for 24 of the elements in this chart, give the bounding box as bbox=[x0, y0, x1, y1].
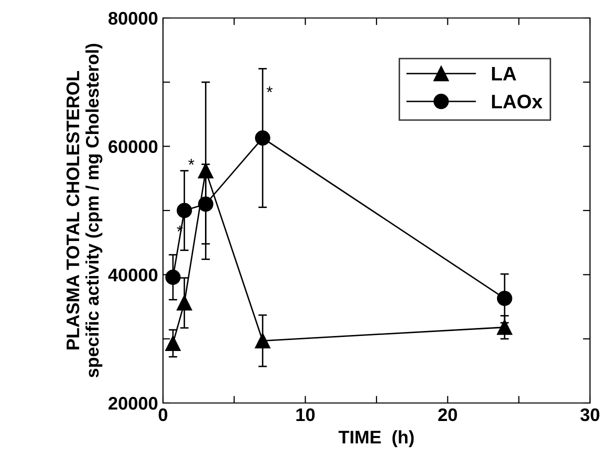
y-tick-label: 40000 bbox=[108, 268, 158, 282]
x-tick-label: 30 bbox=[580, 408, 600, 422]
y-axis-title: PLASMA TOTAL CHOLESTEROL specific activity (cpm / mg Cholesterol) bbox=[66, 44, 102, 378]
point bbox=[165, 336, 181, 351]
legend-label: LAOx bbox=[492, 94, 542, 108]
annotation: * bbox=[188, 158, 194, 165]
point bbox=[176, 295, 192, 311]
point bbox=[254, 333, 270, 348]
y-tick-label: 80000 bbox=[108, 12, 158, 25]
x-tick-label: 0 bbox=[158, 408, 168, 422]
point bbox=[176, 202, 192, 218]
annotation: * bbox=[266, 86, 273, 92]
legend-label: LA bbox=[492, 67, 516, 80]
point bbox=[198, 163, 214, 178]
point bbox=[165, 270, 181, 285]
x-tick-label: 20 bbox=[438, 408, 457, 422]
point bbox=[496, 320, 512, 335]
x-tick-label: 10 bbox=[296, 408, 315, 422]
y-tick-label: 60000 bbox=[108, 140, 158, 154]
point bbox=[198, 196, 214, 212]
x-axis-title: TIME (h) bbox=[338, 430, 414, 448]
point bbox=[254, 130, 270, 146]
point bbox=[496, 290, 512, 306]
y-tick-label: 20000 bbox=[108, 396, 158, 410]
